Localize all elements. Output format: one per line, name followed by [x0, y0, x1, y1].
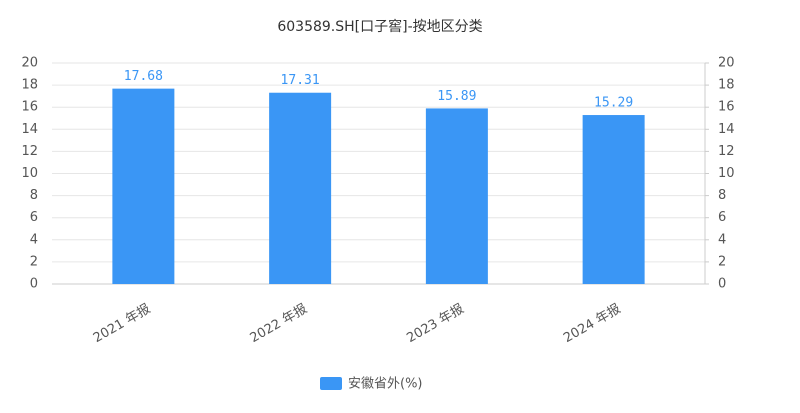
- y-tick-label: 16: [21, 100, 38, 115]
- y2-tick-label: 0: [718, 277, 726, 292]
- y-tick-label: 6: [30, 210, 38, 225]
- y-tick-label: 10: [21, 166, 38, 181]
- x-tick-label: 2023 年报: [404, 302, 466, 347]
- y-tick-label: 2: [30, 254, 38, 269]
- y-tick-label: 20: [21, 56, 38, 71]
- y-tick-label: 4: [30, 232, 38, 247]
- value-label: 15.89: [437, 89, 476, 104]
- y-tick-label: 18: [21, 78, 38, 93]
- y-tick-label: 14: [21, 122, 38, 137]
- y2-tick-label: 16: [718, 100, 735, 115]
- bar: [425, 108, 488, 284]
- y2-tick-label: 4: [718, 232, 726, 247]
- legend-swatch: [320, 377, 342, 390]
- value-label: 17.31: [281, 73, 320, 88]
- y-tick-label: 0: [30, 277, 38, 292]
- y2-tick-label: 2: [718, 254, 726, 269]
- y2-tick-label: 8: [718, 188, 726, 203]
- x-tick-label: 2022 年报: [248, 302, 310, 347]
- y-tick-label: 12: [21, 144, 38, 159]
- y2-tick-label: 6: [718, 210, 726, 225]
- y2-tick-label: 12: [718, 144, 735, 159]
- bar: [582, 115, 645, 284]
- bar: [269, 92, 332, 284]
- chart-title: 603589.SH[口子窖]-按地区分类: [277, 18, 482, 35]
- y2-tick-label: 18: [718, 78, 735, 93]
- value-label: 15.29: [594, 96, 633, 111]
- y2-tick-label: 10: [718, 166, 735, 181]
- bar: [112, 88, 175, 284]
- y2-tick-label: 14: [718, 122, 735, 137]
- legend-label: 安徽省外(%): [348, 377, 423, 392]
- y-tick-label: 8: [30, 188, 38, 203]
- x-tick-label: 2024 年报: [561, 302, 623, 347]
- value-label: 17.68: [124, 69, 163, 84]
- y2-tick-label: 20: [718, 56, 735, 71]
- x-tick-label: 2021 年报: [91, 302, 153, 347]
